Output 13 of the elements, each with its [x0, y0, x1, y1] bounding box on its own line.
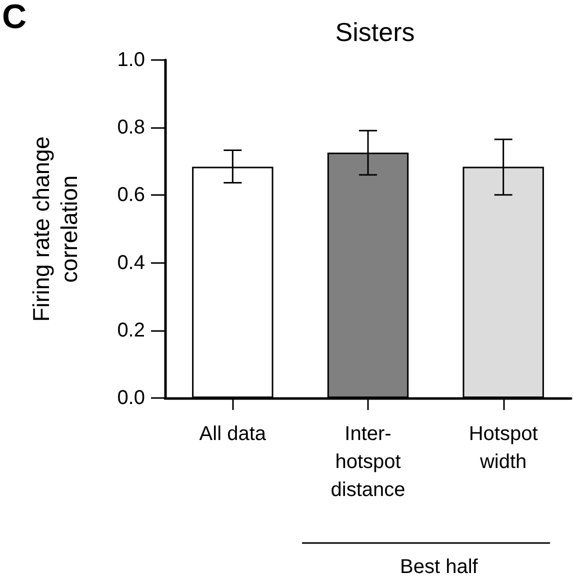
- x-tick-label: Inter- hotspot distance: [330, 423, 406, 501]
- y-tick-label: 0.8: [117, 116, 145, 139]
- y-tick-label: 0.2: [117, 319, 145, 342]
- x-tick-label: Hotspot width: [468, 423, 538, 473]
- chart-title: Sisters: [335, 17, 415, 47]
- x-tick-label: All data: [199, 423, 267, 445]
- y-tick-label: 0.4: [117, 252, 145, 274]
- y-tick-label: 0.6: [117, 184, 145, 206]
- text: Best half: [400, 556, 478, 578]
- text: C: [2, 0, 27, 36]
- y-tick-label: 1.0: [117, 49, 145, 71]
- y-tick-label: 0.0: [117, 387, 145, 409]
- y-axis-title: Firing rate change correlation: [28, 136, 82, 322]
